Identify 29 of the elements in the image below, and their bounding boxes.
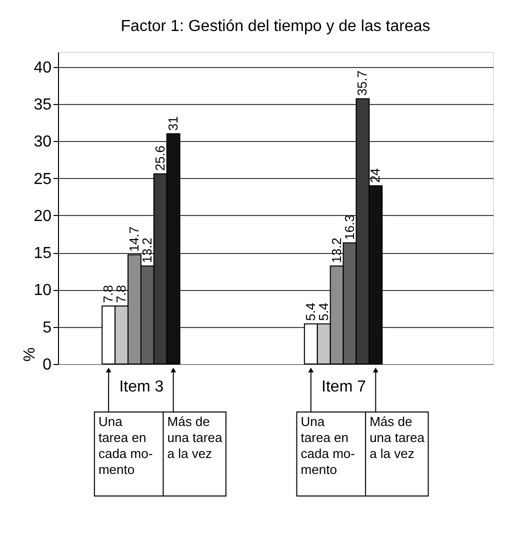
data-label: 16.3	[342, 214, 357, 240]
y-tick-label: 35	[34, 96, 52, 114]
text: Una tarea en cada mo- mento	[98, 414, 153, 477]
y-tick-label: 15	[34, 245, 52, 262]
data-label: 7.8	[114, 284, 129, 304]
text: Más de una tarea a la vez	[167, 414, 223, 461]
y-tick-label: 5	[42, 319, 52, 336]
text: Más de una tarea a la vez	[370, 414, 426, 461]
x-tick-label: Item 3	[119, 378, 164, 396]
data-label: 31	[165, 116, 180, 131]
y-axis-title: %	[20, 347, 36, 362]
data-label: 24	[368, 168, 383, 183]
data-label: 13.2	[328, 238, 344, 263]
data-label: 25.6	[152, 146, 168, 171]
y-tick-label: 30	[34, 134, 52, 151]
y-tick-label: 10	[34, 282, 52, 300]
y-tick-label: 40	[34, 59, 52, 76]
text: Una tarea en cada mo- mento	[300, 414, 355, 477]
data-label: 5.4	[302, 302, 318, 321]
y-tick-label: 25	[34, 170, 52, 188]
data-label: 13.2	[139, 238, 154, 263]
data-label: 35.7	[354, 70, 370, 96]
data-label: 7.8	[100, 284, 116, 304]
x-tick-label: Item 7	[322, 378, 366, 396]
y-tick-label: 0	[42, 356, 52, 374]
y-tick-label: 20	[34, 208, 52, 225]
data-label: 5.4	[316, 302, 331, 321]
chart-title: Factor 1: Gestión del tiempo y de las tareas	[120, 18, 430, 35]
data-label: 14.7	[126, 226, 142, 252]
